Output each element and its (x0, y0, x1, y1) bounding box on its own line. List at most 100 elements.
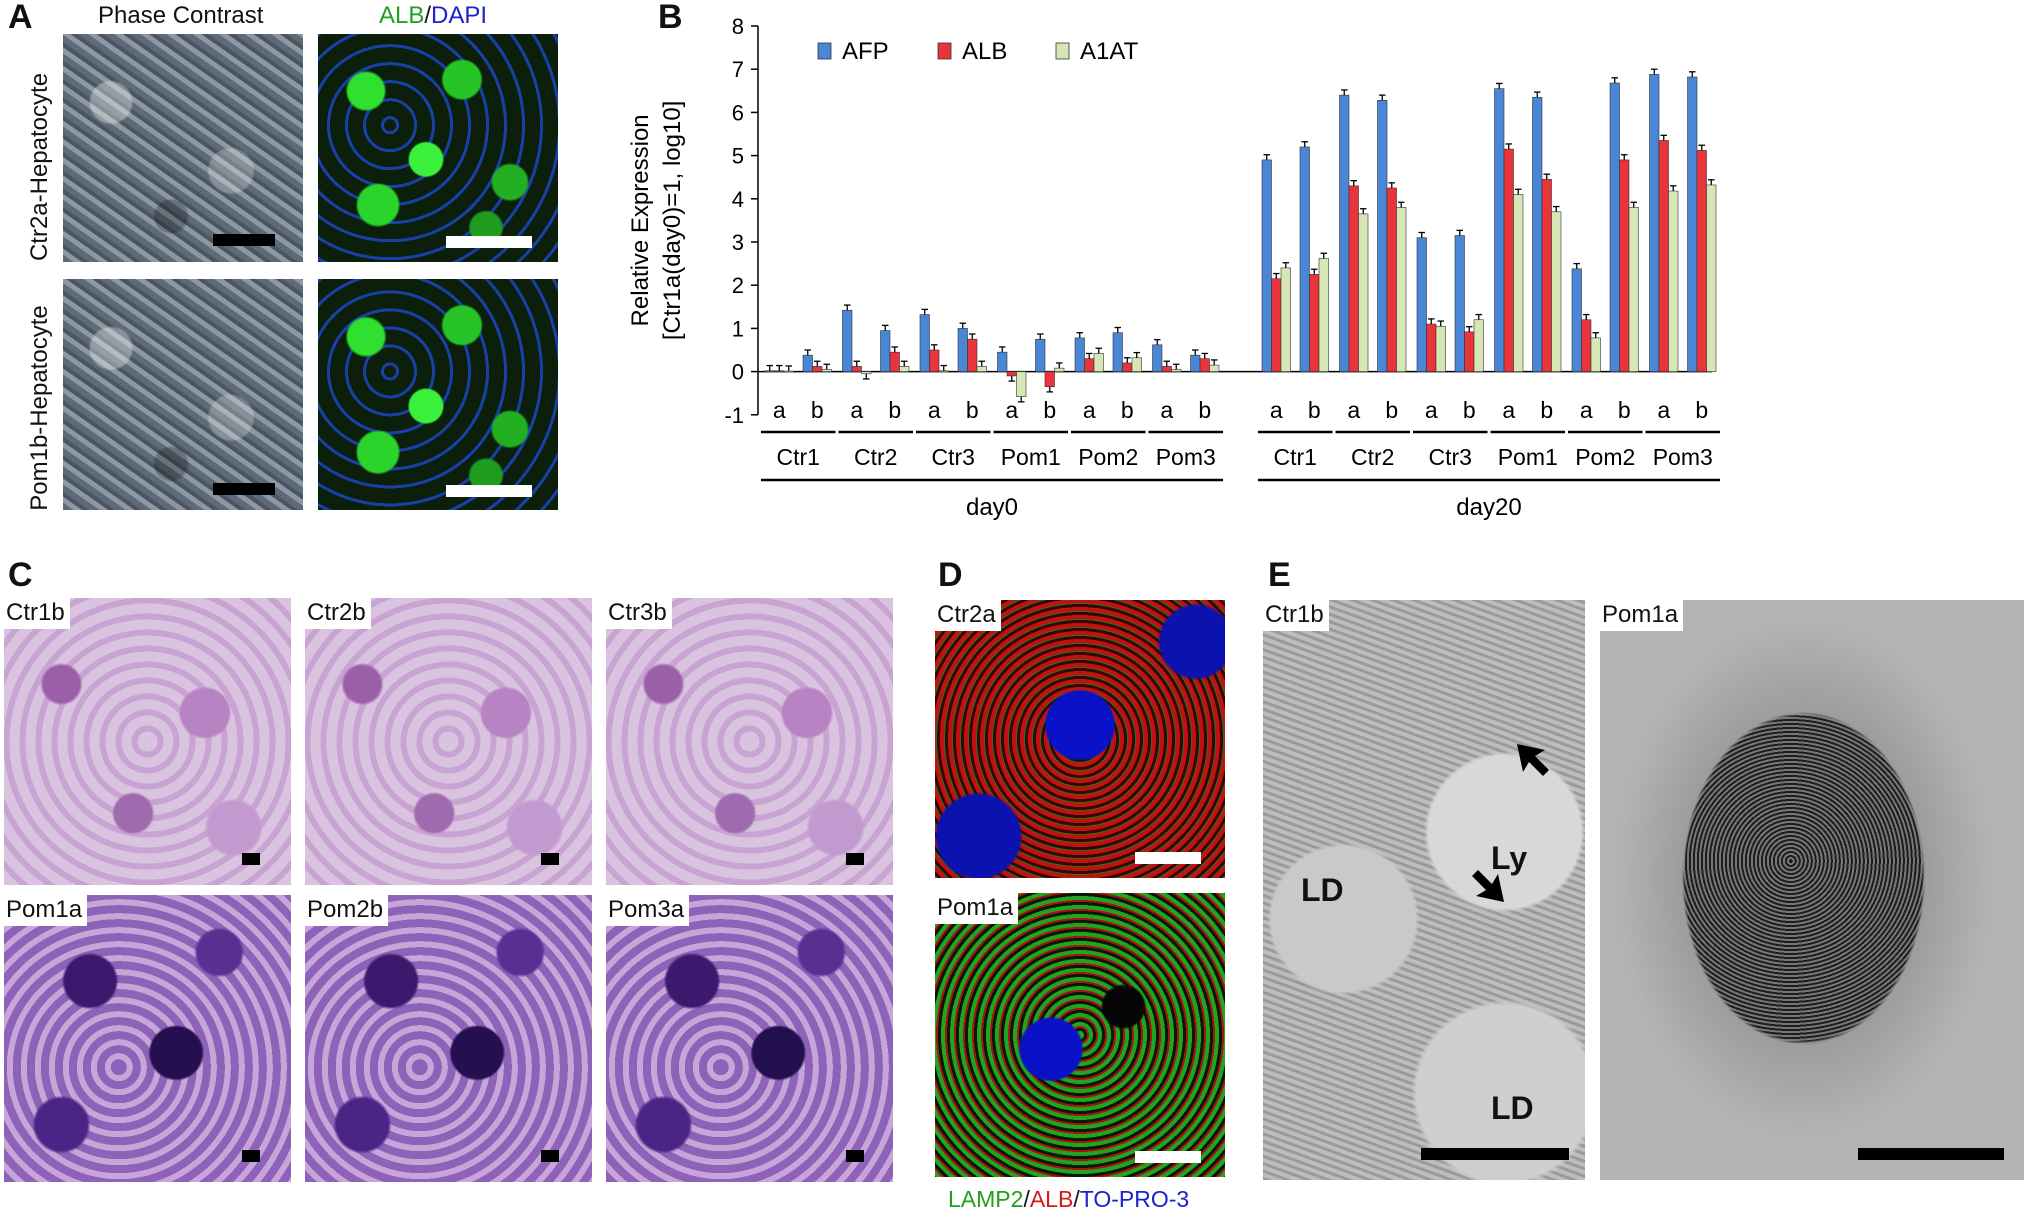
bar-alb (1006, 371, 1017, 377)
line-name-label: Pom1 (1001, 444, 1061, 470)
expression-bar-chart: -1 0 1 2 3 4 5 6 7 8 Relative Expression [Ctr1a(day… (627, 14, 1720, 521)
scale-bar (213, 234, 275, 246)
topro3-text: TO-PRO-3 (1079, 1186, 1190, 1212)
bar-alb (774, 370, 785, 373)
bar-a1at (783, 370, 794, 373)
bar-alb (1581, 319, 1592, 372)
bar-a1at (938, 370, 949, 373)
bar-alb (1426, 323, 1437, 372)
bar-afp (1299, 146, 1310, 372)
bar-afp (1687, 76, 1698, 372)
bar-alb (1122, 362, 1133, 372)
bar-a1at (821, 369, 832, 372)
bar-afp (1494, 88, 1505, 372)
lamp2-text: LAMP2 (948, 1186, 1024, 1212)
caption-separator: / (1073, 1186, 1080, 1212)
bar-afp (1571, 268, 1582, 372)
scale-bar (1135, 1151, 1201, 1163)
bar-alb (1658, 140, 1669, 372)
group-label-day20: day20 (1456, 494, 1521, 521)
lysosome-label: Ly (1491, 840, 1528, 876)
bar-afp (764, 370, 775, 373)
clone-label: b (1618, 397, 1631, 423)
y-tick-label: 0 (732, 360, 744, 385)
bar-afp (1649, 74, 1660, 372)
bar-afp (1377, 100, 1388, 372)
clone-label: b (1695, 397, 1708, 423)
bar-a1at (1131, 357, 1142, 372)
y-tick-label: 7 (732, 57, 744, 82)
bar-afp (1532, 96, 1543, 372)
bar-afp (802, 354, 813, 372)
dapi-header-text: DAPI (431, 2, 488, 29)
clone-label: b (1043, 397, 1056, 423)
clone-label: b (1463, 397, 1476, 423)
bar-alb (889, 351, 900, 372)
y-tick-label: 2 (732, 273, 744, 298)
scale-bar (446, 485, 532, 497)
header-separator: / (424, 2, 432, 29)
bar-afp (1339, 94, 1350, 372)
bar-a1at (1093, 353, 1104, 372)
bar-alb (1271, 278, 1282, 372)
image-label: Ctr1b (4, 598, 70, 629)
panel-e-letter: E (1268, 556, 1291, 594)
bar-a1at (1513, 194, 1524, 372)
line-name-label: Ctr1 (1274, 444, 1317, 470)
bar-a1at (1668, 190, 1679, 372)
clone-label: b (811, 397, 824, 423)
line-name-label: Ctr3 (1429, 444, 1472, 470)
bar-a1at (1318, 258, 1329, 372)
line-name-label: Ctr2 (854, 444, 897, 470)
bar-a1at (1358, 213, 1369, 372)
scale-bar (242, 1150, 260, 1162)
legend-label: ALB (962, 38, 1007, 65)
scale-bar (541, 853, 559, 865)
bar-afp (842, 309, 853, 372)
bar-alb (1161, 366, 1172, 372)
scale-bar (846, 853, 864, 865)
bar-a1at (1628, 207, 1639, 372)
line-name-label: Pom2 (1078, 444, 1138, 470)
scale-bar (446, 236, 532, 248)
arrow-icon (1472, 870, 1504, 902)
phase-contrast-image-ctr2a (63, 34, 303, 262)
bar-a1at (1396, 207, 1407, 372)
y-tick-label: 1 (732, 316, 744, 341)
clone-label: b (888, 397, 901, 423)
phase-contrast-image-pom1b (63, 279, 303, 510)
clone-label: a (1657, 397, 1670, 423)
scale-bar (1421, 1148, 1569, 1160)
bar-a1at (899, 366, 910, 372)
phase-contrast-header: Phase Contrast (98, 2, 264, 29)
bar-a1at (1054, 367, 1065, 372)
legend-label: AFP (842, 38, 889, 65)
clone-label: a (1005, 397, 1018, 423)
bar-afp (957, 328, 968, 372)
bar-a1at (1280, 267, 1291, 372)
legend-label: A1AT (1080, 38, 1139, 65)
y-tick-label: 4 (732, 187, 744, 212)
caption-separator: / (1023, 1186, 1030, 1212)
line-name-label: Ctr3 (932, 444, 975, 470)
bar-afp (880, 330, 891, 372)
bar-afp (1609, 82, 1620, 372)
panel-d-letter: D (938, 556, 963, 594)
bar-alb (1541, 179, 1552, 372)
alb-dapi-header: ALB/DAPI (379, 2, 487, 30)
scale-bar (242, 853, 260, 865)
y-tick-label: 5 (732, 144, 744, 169)
y-axis-label: Relative Expression (627, 114, 654, 326)
scale-bar (846, 1150, 864, 1162)
clone-label: a (773, 397, 786, 423)
group-label-day0: day0 (966, 494, 1018, 521)
bar-alb (851, 366, 862, 372)
y-tick-label: 8 (732, 14, 744, 39)
panel-a-letter: A (8, 0, 33, 36)
clone-label: a (1502, 397, 1515, 423)
stain-image-ctr1b: Ctr1b (4, 598, 291, 885)
line-name-label: Ctr1 (777, 444, 820, 470)
clone-label: a (1347, 397, 1360, 423)
bar-a1at (1435, 325, 1446, 372)
bar-a1at (1551, 211, 1562, 372)
